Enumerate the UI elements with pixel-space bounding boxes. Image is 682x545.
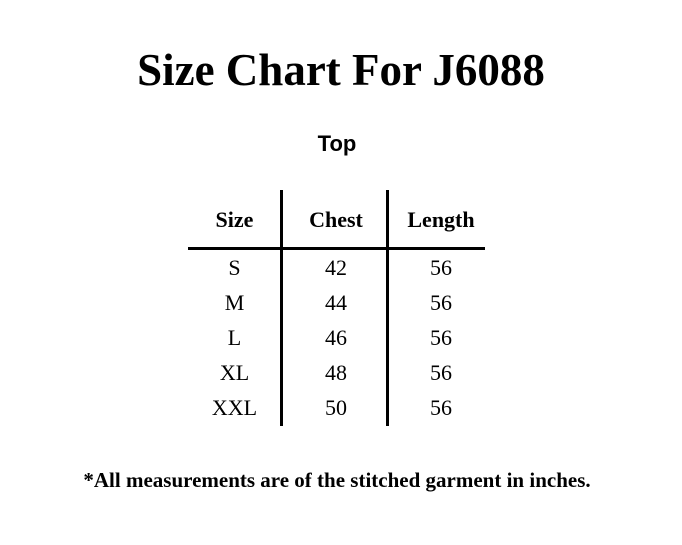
- measurement-note: *All measurements are of the stitched ga…: [83, 468, 591, 492]
- column-header: Chest: [309, 207, 363, 232]
- column-header: Length: [407, 207, 475, 232]
- table-cell: 56: [430, 325, 452, 350]
- table-cell: 50: [325, 395, 347, 420]
- table-cell: XL: [219, 360, 250, 385]
- table-cell: S: [228, 255, 241, 280]
- table-cell: 46: [325, 325, 347, 350]
- table-cell: XXL: [211, 395, 258, 420]
- table-cell: 48: [325, 360, 347, 385]
- table-cell: L: [227, 325, 242, 350]
- header-divider: [188, 247, 485, 250]
- table-cell: 42: [325, 255, 347, 280]
- table-cell: 56: [430, 255, 452, 280]
- table-cell: 56: [430, 290, 452, 315]
- column-divider: [280, 190, 283, 426]
- section-title: Top: [317, 131, 357, 156]
- table-cell: 56: [430, 360, 452, 385]
- table-cell: 56: [430, 395, 452, 420]
- column-header: Size: [215, 207, 254, 232]
- page-title: Size Chart For J6088: [137, 45, 545, 95]
- column-divider: [386, 190, 389, 426]
- table-cell: M: [224, 290, 245, 315]
- table-cell: 44: [325, 290, 347, 315]
